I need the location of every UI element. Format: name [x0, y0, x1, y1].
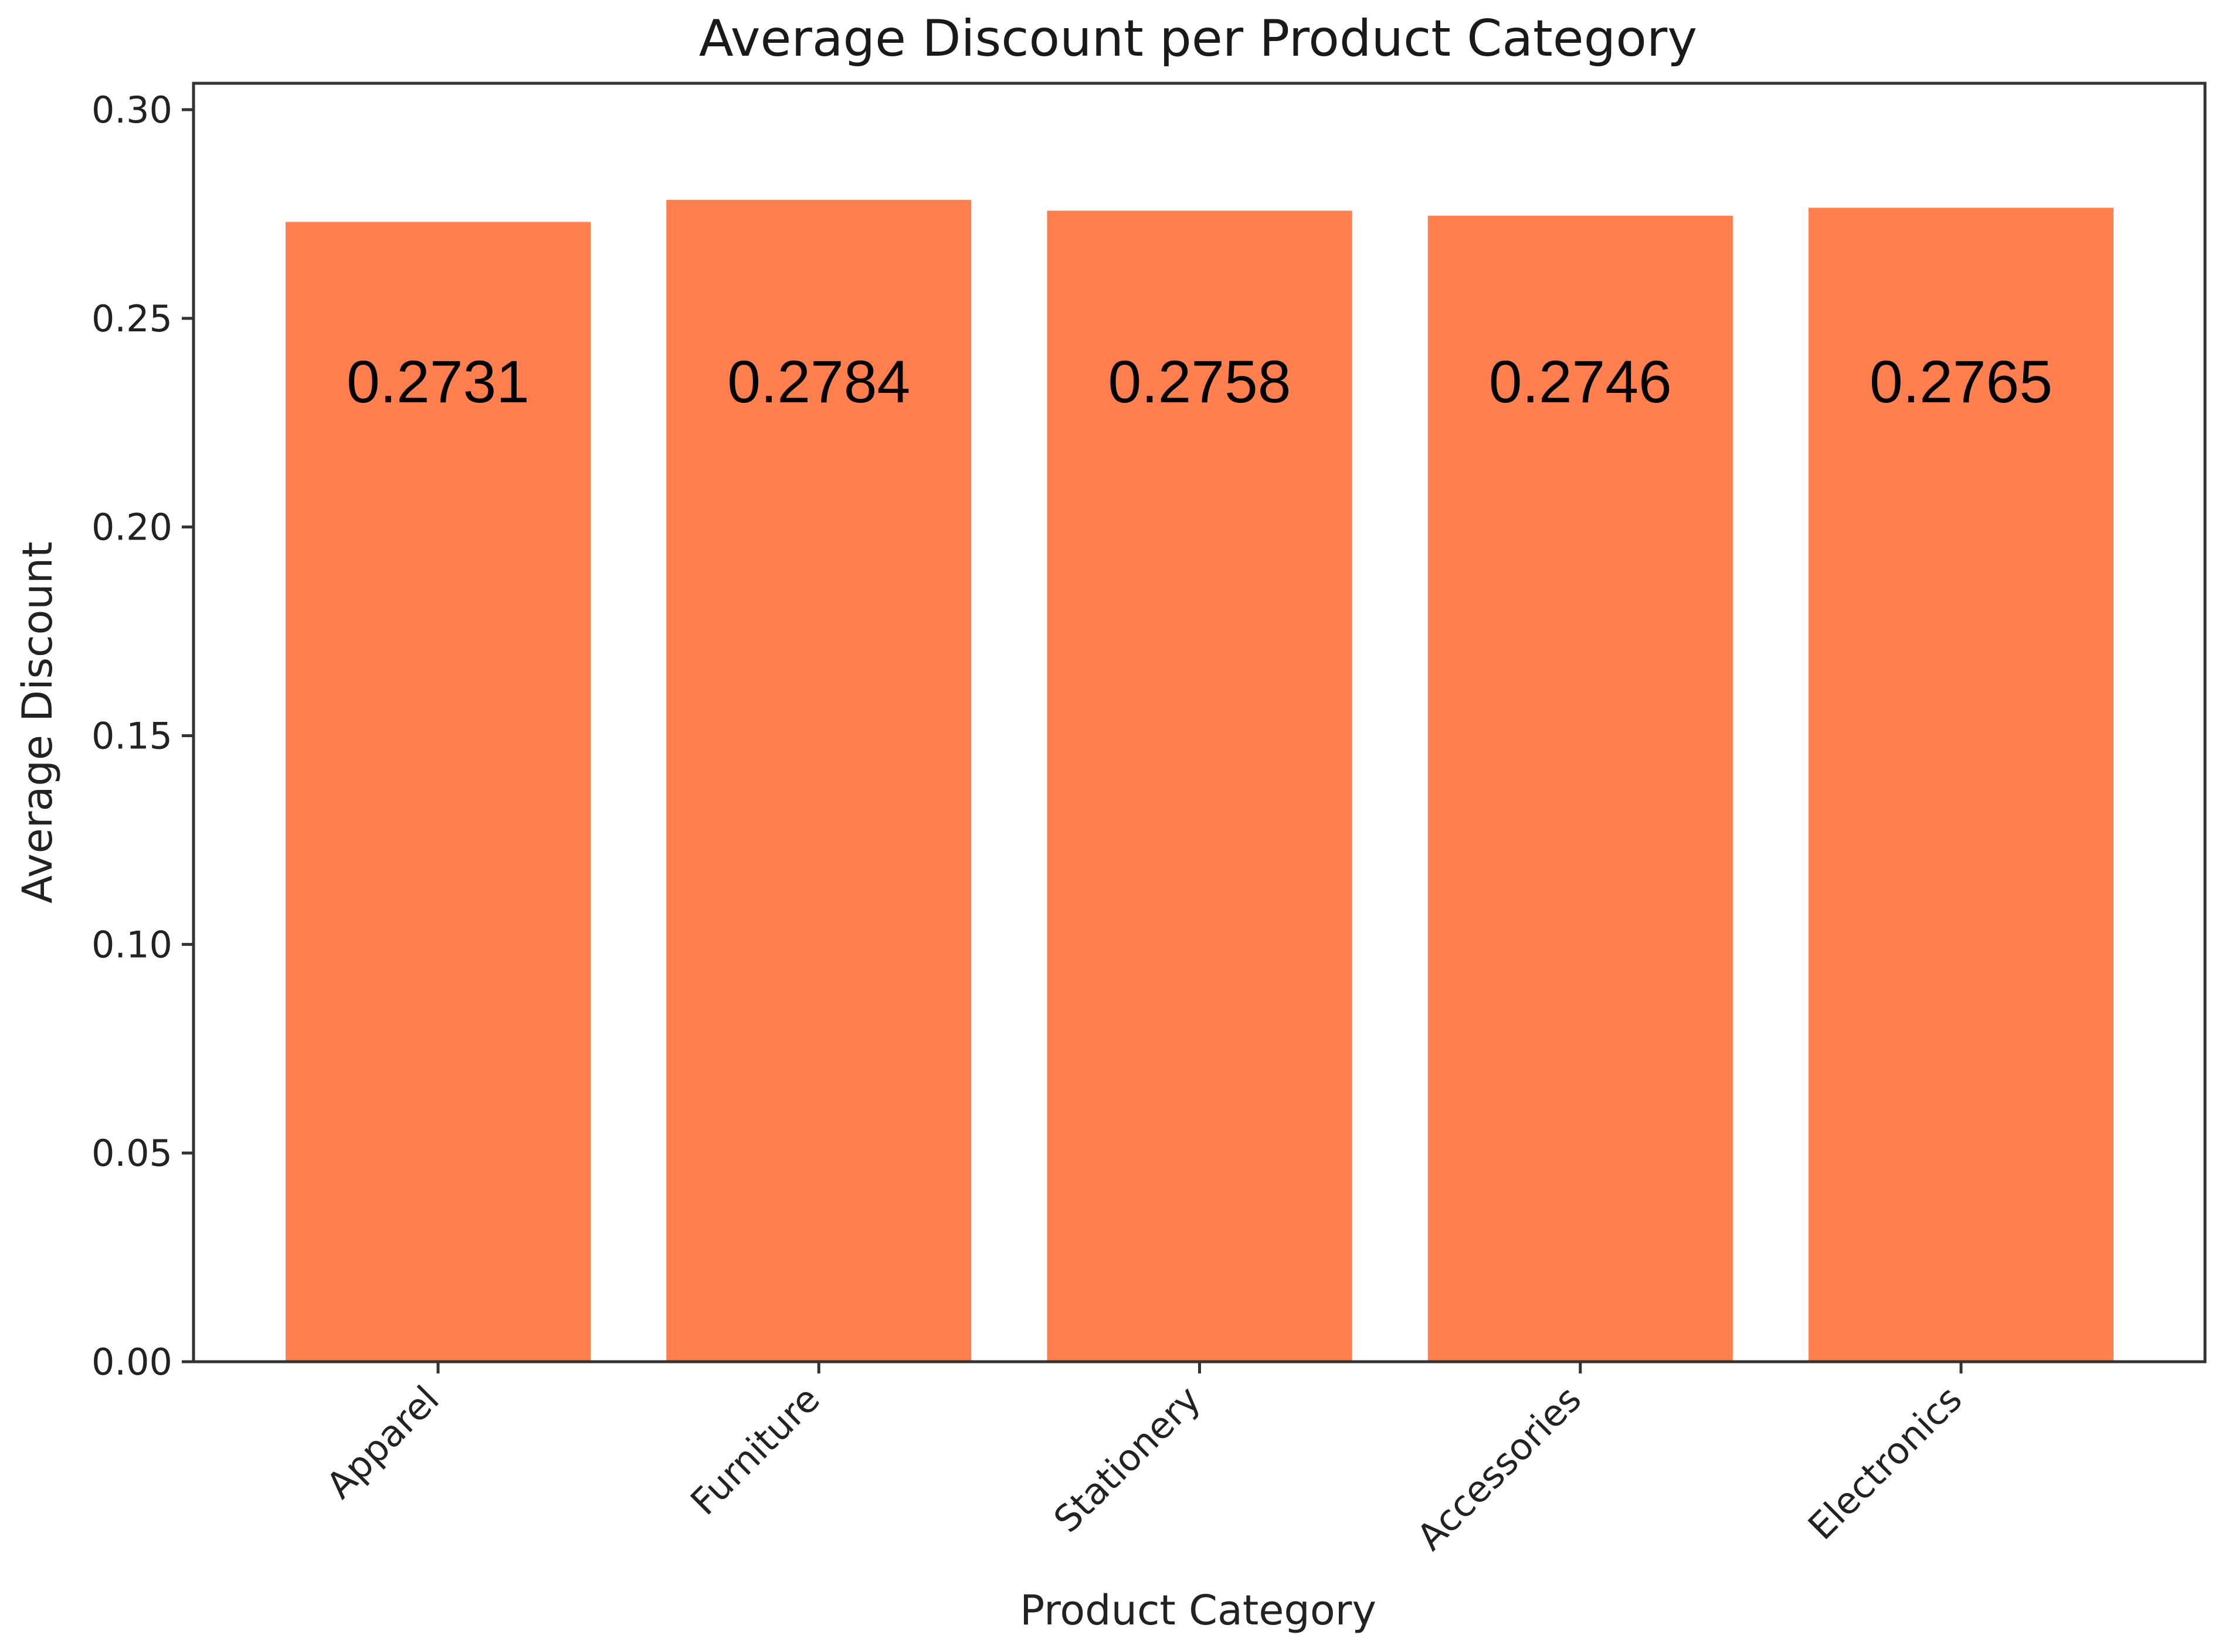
y-tick-label: 0.20 [91, 506, 172, 549]
y-tick-label: 0.00 [91, 1341, 172, 1383]
x-tick-label-electronics: Electronics [1800, 1378, 1970, 1548]
x-tick-label-stationery: Stationery [1046, 1378, 1209, 1541]
x-axis-label: Product Category [1020, 1586, 1376, 1634]
x-tick-label-furniture: Furniture [682, 1378, 827, 1523]
bar-furniture [666, 199, 972, 1362]
y-tick-label: 0.30 [91, 89, 172, 131]
bar-accessories [1427, 215, 1733, 1362]
y-axis-label: Average Discount [13, 541, 62, 903]
bar-apparel [286, 222, 591, 1362]
y-tick-label: 0.10 [91, 923, 172, 966]
value-label-stationery: 0.2758 [1108, 348, 1291, 415]
y-tick-label: 0.15 [91, 715, 172, 758]
y-axis: 0.00 0.05 0.10 0.15 0.20 0.25 0.30 [91, 89, 194, 1383]
x-tick-label-apparel: Apparel [318, 1378, 447, 1507]
chart-title: Average Discount per Product Category [699, 9, 1697, 68]
bar-stationery [1047, 211, 1352, 1362]
bar-electronics [1809, 208, 2114, 1362]
value-label-accessories: 0.2746 [1489, 348, 1672, 415]
x-axis: Apparel Furniture Stationery Accessories Ele… [318, 1362, 1970, 1559]
value-label-electronics: 0.2765 [1870, 348, 2053, 415]
y-tick-label: 0.05 [91, 1132, 172, 1175]
value-label-furniture: 0.2784 [727, 348, 910, 415]
y-tick-label: 0.25 [91, 297, 172, 340]
bars-layer [286, 199, 2114, 1362]
value-labels-layer: 0.2731 0.2784 0.2758 0.2746 0.2765 [347, 348, 2053, 415]
value-label-apparel: 0.2731 [347, 348, 530, 415]
x-tick-label-accessories: Accessories [1409, 1378, 1590, 1559]
